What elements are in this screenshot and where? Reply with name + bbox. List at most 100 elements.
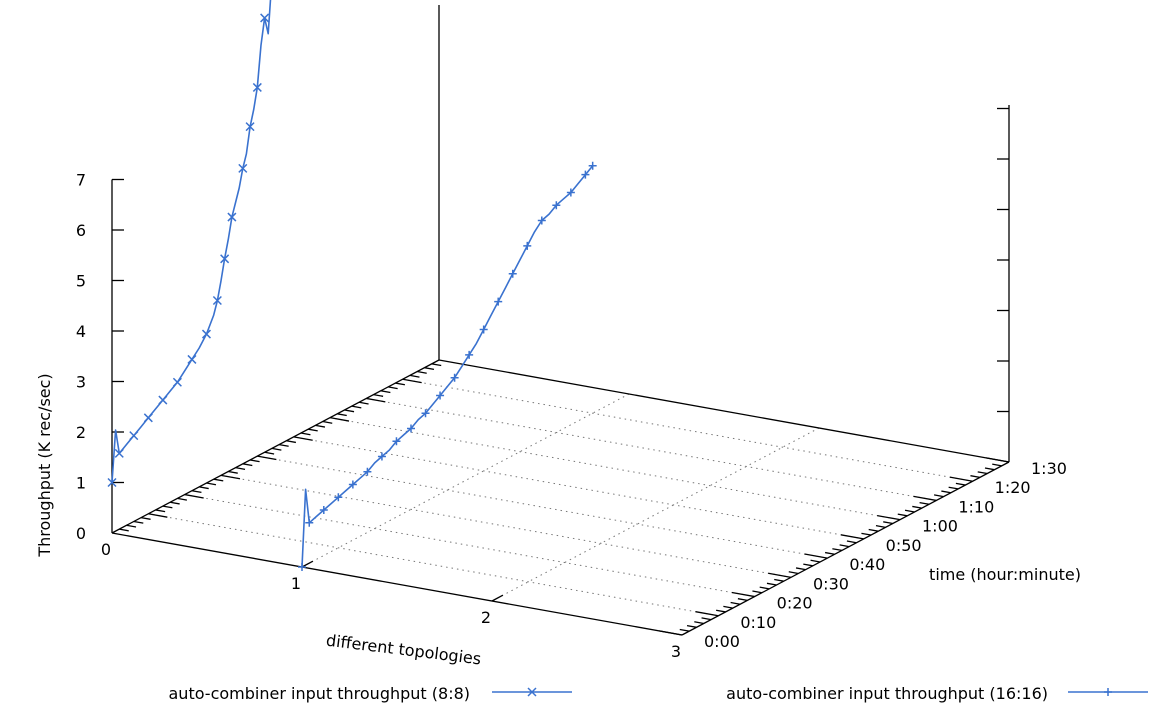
time-minor-tick-right xyxy=(803,563,813,567)
time-tick-7 xyxy=(913,495,937,502)
series-1-point xyxy=(172,377,182,387)
time-minor-tick-left xyxy=(358,401,369,405)
z-tick-label-7: 7 xyxy=(76,171,86,190)
axes xyxy=(111,5,1010,636)
series-2-point xyxy=(392,437,401,446)
time-minor-tick-left xyxy=(344,409,355,413)
grid xyxy=(148,378,973,617)
time-minor-tick-right xyxy=(992,463,1002,467)
time-tick-label-5: 0:50 xyxy=(886,536,922,555)
time-minor-tick-left xyxy=(177,497,188,501)
time-tick-1 xyxy=(695,611,719,617)
time-minor-tick-left xyxy=(191,490,202,494)
time-minor-tick-left xyxy=(337,413,347,417)
time-minor-tick-left xyxy=(242,463,253,467)
time-minor-tick-left xyxy=(257,455,277,461)
series-2-point xyxy=(298,563,306,571)
time-minor-tick-right xyxy=(875,525,886,528)
time-minor-tick-left xyxy=(206,482,217,486)
series-2-point xyxy=(537,216,546,225)
time-tick-label-6: 1:00 xyxy=(922,517,958,536)
grid-line-x-2 xyxy=(491,427,820,602)
series-2-point xyxy=(450,373,459,382)
time-minor-tick-left xyxy=(308,428,318,432)
time-minor-tick-left xyxy=(329,417,350,422)
time-minor-tick-left xyxy=(271,447,282,451)
series-2-point xyxy=(377,452,386,461)
series-1-point xyxy=(220,254,230,264)
series-1-line xyxy=(111,0,272,483)
time-minor-tick-right xyxy=(715,609,726,613)
series-1-point xyxy=(227,212,237,222)
time-minor-tick-left xyxy=(409,374,420,378)
time-minor-tick-left xyxy=(373,393,384,397)
time-minor-tick-right xyxy=(984,467,995,471)
series-2-point xyxy=(523,241,532,250)
time-minor-tick-right xyxy=(752,590,763,594)
time-tick-4 xyxy=(804,553,828,559)
time-tick-label-7: 1:10 xyxy=(958,497,994,516)
time-minor-tick-left xyxy=(286,440,297,444)
time-tick-label-1: 0:10 xyxy=(740,613,776,632)
time-minor-tick-left xyxy=(424,367,435,371)
z-tick-label-5: 5 xyxy=(76,272,86,291)
time-minor-tick-left xyxy=(366,397,386,403)
time-minor-tick-right xyxy=(694,621,704,625)
time-minor-tick-left xyxy=(170,501,180,505)
series-1-point xyxy=(158,395,168,405)
time-minor-tick-right xyxy=(759,586,770,590)
time-minor-tick-left xyxy=(235,467,246,470)
grid-line-time-7 xyxy=(366,397,937,501)
time-minor-tick-left xyxy=(431,363,442,367)
series-1-point xyxy=(114,448,124,458)
time-minor-tick-right xyxy=(788,571,799,575)
time-minor-tick-left xyxy=(322,420,333,424)
time-minor-tick-right xyxy=(723,605,733,609)
time-minor-tick-left xyxy=(279,443,289,447)
series-1-point xyxy=(252,82,262,92)
time-minor-tick-left xyxy=(380,390,391,394)
time-minor-tick-left xyxy=(162,505,173,509)
grid-line-time-4 xyxy=(257,455,828,559)
time-minor-tick-right xyxy=(839,544,850,548)
time-minor-tick-left xyxy=(119,528,129,532)
grid-line-time-8 xyxy=(402,378,973,482)
x-tick-2 xyxy=(491,594,504,602)
series-2-point xyxy=(465,350,474,359)
time-minor-tick-left xyxy=(199,486,209,490)
time-minor-tick-right xyxy=(701,617,712,621)
time-minor-tick-right xyxy=(941,490,951,494)
time-minor-tick-left xyxy=(220,474,241,480)
time-minor-tick-right xyxy=(955,482,966,486)
time-minor-tick-left xyxy=(140,516,151,520)
z-tick-label-2: 2 xyxy=(76,423,86,442)
legend-marker-series-1 xyxy=(527,687,537,697)
time-minor-tick-right xyxy=(824,551,835,555)
time-minor-tick-right xyxy=(795,567,806,571)
time-minor-tick-right xyxy=(832,548,842,552)
time-minor-tick-right xyxy=(919,501,930,505)
series-2-point xyxy=(334,493,343,502)
series-2-point xyxy=(479,325,488,334)
grid-line-time-5 xyxy=(293,436,864,540)
legend-marker-series-2 xyxy=(1104,688,1112,696)
time-minor-tick-right xyxy=(970,475,981,479)
x-tick-1 xyxy=(301,560,314,568)
time-minor-tick-right xyxy=(868,528,879,532)
time-minor-tick-right xyxy=(846,540,857,544)
left-time-axis-line xyxy=(111,359,440,534)
series-2-point xyxy=(363,467,372,476)
time-minor-tick-left xyxy=(402,378,422,384)
x-tick-label-1: 1 xyxy=(291,574,301,593)
time-tick-2 xyxy=(731,591,755,598)
legend: auto-combiner input throughput (8:8) aut… xyxy=(169,684,1148,703)
axis-ticks: 0 1 2 3 4 5 6 7 0 1 2 3 0:000:100:200:300:400:501:00… xyxy=(76,107,1067,661)
time-axis-line xyxy=(681,461,1010,636)
time-minor-tick-right xyxy=(737,598,748,602)
x-axis-line xyxy=(111,532,683,636)
time-minor-tick-right xyxy=(883,521,893,525)
series-2-point xyxy=(566,188,575,197)
series-2-point xyxy=(348,480,357,489)
time-tick-label-8: 1:20 xyxy=(995,478,1031,497)
time-tick-3 xyxy=(768,572,792,578)
